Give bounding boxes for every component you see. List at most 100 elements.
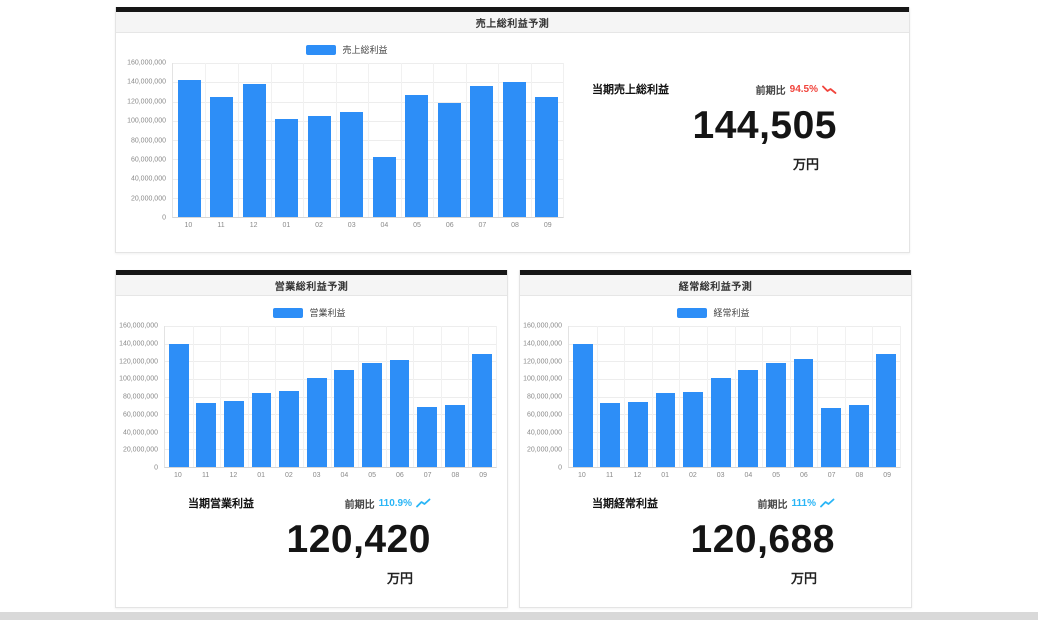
- gridline-vertical: [275, 326, 277, 467]
- bar: [444, 404, 465, 467]
- gridline-vertical: [247, 326, 249, 467]
- y-axis-label: 120,000,000: [523, 358, 562, 365]
- y-axis-label: 100,000,000: [523, 375, 562, 383]
- panel-operating-profit-forecast: 営業総利益予測 営業利益 160,000,000 140,000,000 120,0…: [115, 270, 508, 608]
- x-axis-label: 06: [445, 222, 454, 229]
- gridline-vertical: [237, 63, 239, 217]
- x-axis-label: 03: [347, 222, 356, 229]
- kpi-unit: 万円: [386, 570, 413, 586]
- bar: [389, 359, 410, 467]
- y-axis-label: 0: [558, 464, 562, 472]
- y-axis-label: 60,000,000: [130, 156, 166, 164]
- y-axis-label: 60,000,000: [526, 411, 562, 419]
- panel-title: 経常総利益予測: [678, 281, 753, 293]
- gridline-vertical: [302, 63, 304, 217]
- trend-up-icon: [416, 498, 431, 508]
- y-axis: 160,000,000 140,000,000 120,000,000 100,000…: [119, 322, 164, 472]
- kpi-label: 当期営業利益: [188, 498, 254, 510]
- gridline-vertical: [400, 63, 402, 217]
- bar: [738, 370, 759, 467]
- gridline-vertical: [844, 326, 846, 467]
- x-axis-label: 01: [257, 472, 266, 479]
- gridline-vertical: [734, 326, 736, 467]
- gridline-vertical: [468, 326, 470, 467]
- x-axis-label: 07: [827, 472, 836, 479]
- panel-accent-bar: [116, 7, 909, 12]
- x-axis-label: 02: [315, 222, 323, 229]
- gridline-vertical: [302, 326, 304, 467]
- legend-item[interactable]: 売上総利益: [130, 43, 564, 56]
- bar: [168, 344, 189, 467]
- x-axis-label: 06: [799, 472, 808, 479]
- x-axis-label: 04: [340, 472, 349, 479]
- legend-label: 営業利益: [309, 308, 346, 318]
- bar: [437, 103, 461, 217]
- gridline-vertical: [679, 326, 681, 467]
- bar: [600, 402, 621, 467]
- y-axis-label: 20,000,000: [122, 446, 158, 454]
- y-axis-label: 100,000,000: [119, 375, 158, 383]
- bar: [372, 157, 396, 217]
- bar: [876, 353, 897, 467]
- bar: [470, 86, 494, 217]
- y-axis-label: 140,000,000: [127, 78, 166, 86]
- y-axis-label: 40,000,000: [130, 175, 166, 183]
- legend-item[interactable]: 経常利益: [526, 306, 901, 319]
- y-axis-label: 160,000,000: [119, 322, 158, 330]
- plot-area: [164, 326, 497, 468]
- comparison-label: 前期比: [757, 499, 788, 511]
- kpi-unit: 万円: [790, 570, 817, 586]
- legend-swatch-icon: [677, 307, 708, 318]
- gridline-vertical: [817, 326, 819, 467]
- bar: [765, 363, 786, 467]
- x-axis-label: 01: [282, 222, 291, 229]
- gridline-vertical: [368, 63, 369, 217]
- x-axis-label: 07: [478, 222, 487, 229]
- comparison-label: 前期比: [344, 499, 375, 511]
- gridline-vertical: [385, 326, 387, 467]
- x-axis-label: 09: [479, 472, 488, 479]
- y-axis-label: 0: [162, 214, 166, 222]
- bar: [572, 344, 593, 467]
- bar: [535, 97, 559, 217]
- kpi-value: 144,505: [692, 104, 837, 147]
- bar: [683, 391, 704, 467]
- gridline-vertical: [789, 326, 791, 467]
- gridline-vertical: [335, 63, 337, 217]
- y-axis-label: 20,000,000: [130, 195, 166, 203]
- x-axis-label: 05: [368, 472, 377, 479]
- x-axis-label: 05: [772, 472, 781, 479]
- bar: [279, 391, 300, 467]
- comparison: 前期比 94.5%: [756, 82, 837, 97]
- y-axis-label: 80,000,000: [130, 137, 166, 144]
- x-axis-label: 12: [633, 472, 642, 479]
- panel-title-bar: 売上総利益予測: [116, 12, 909, 33]
- legend-item[interactable]: 営業利益: [122, 306, 497, 319]
- panel-accent-bar: [520, 270, 911, 275]
- gridline-vertical: [596, 326, 598, 467]
- x-axis-label: 12: [249, 222, 258, 229]
- x-axis: 10 11 12 01 02 03 04 05 06 07 08 09: [568, 472, 901, 479]
- kpi-value: 120,688: [690, 518, 835, 561]
- x-axis-label: 04: [380, 222, 389, 229]
- kpi-unit: 万円: [792, 156, 819, 172]
- gridline-vertical: [192, 326, 194, 467]
- x-axis-label: 07: [423, 472, 432, 479]
- kpi-block: 当期経常利益 前期比 111% 120,688 万円: [520, 479, 911, 587]
- gridline-vertical: [413, 326, 415, 467]
- legend-swatch-icon: [273, 307, 304, 318]
- bar: [710, 378, 731, 467]
- y-axis: 160,000,000 140,000,000 120,000,000 100,000…: [523, 323, 568, 472]
- y-axis-label: 40,000,000: [526, 429, 562, 436]
- gridline-vertical: [330, 326, 332, 467]
- legend-label: 経常利益: [713, 308, 750, 318]
- comparison-value: 110.9%: [378, 497, 412, 509]
- gridline-vertical: [530, 63, 532, 217]
- x-axis-label: 11: [605, 472, 614, 479]
- x-axis-label: 10: [184, 222, 193, 229]
- gridline-vertical: [706, 326, 708, 467]
- gridline-vertical: [358, 326, 360, 467]
- panel-title: 売上総利益予測: [475, 18, 550, 30]
- bar: [224, 401, 244, 467]
- kpi-label: 当期経常利益: [592, 498, 658, 510]
